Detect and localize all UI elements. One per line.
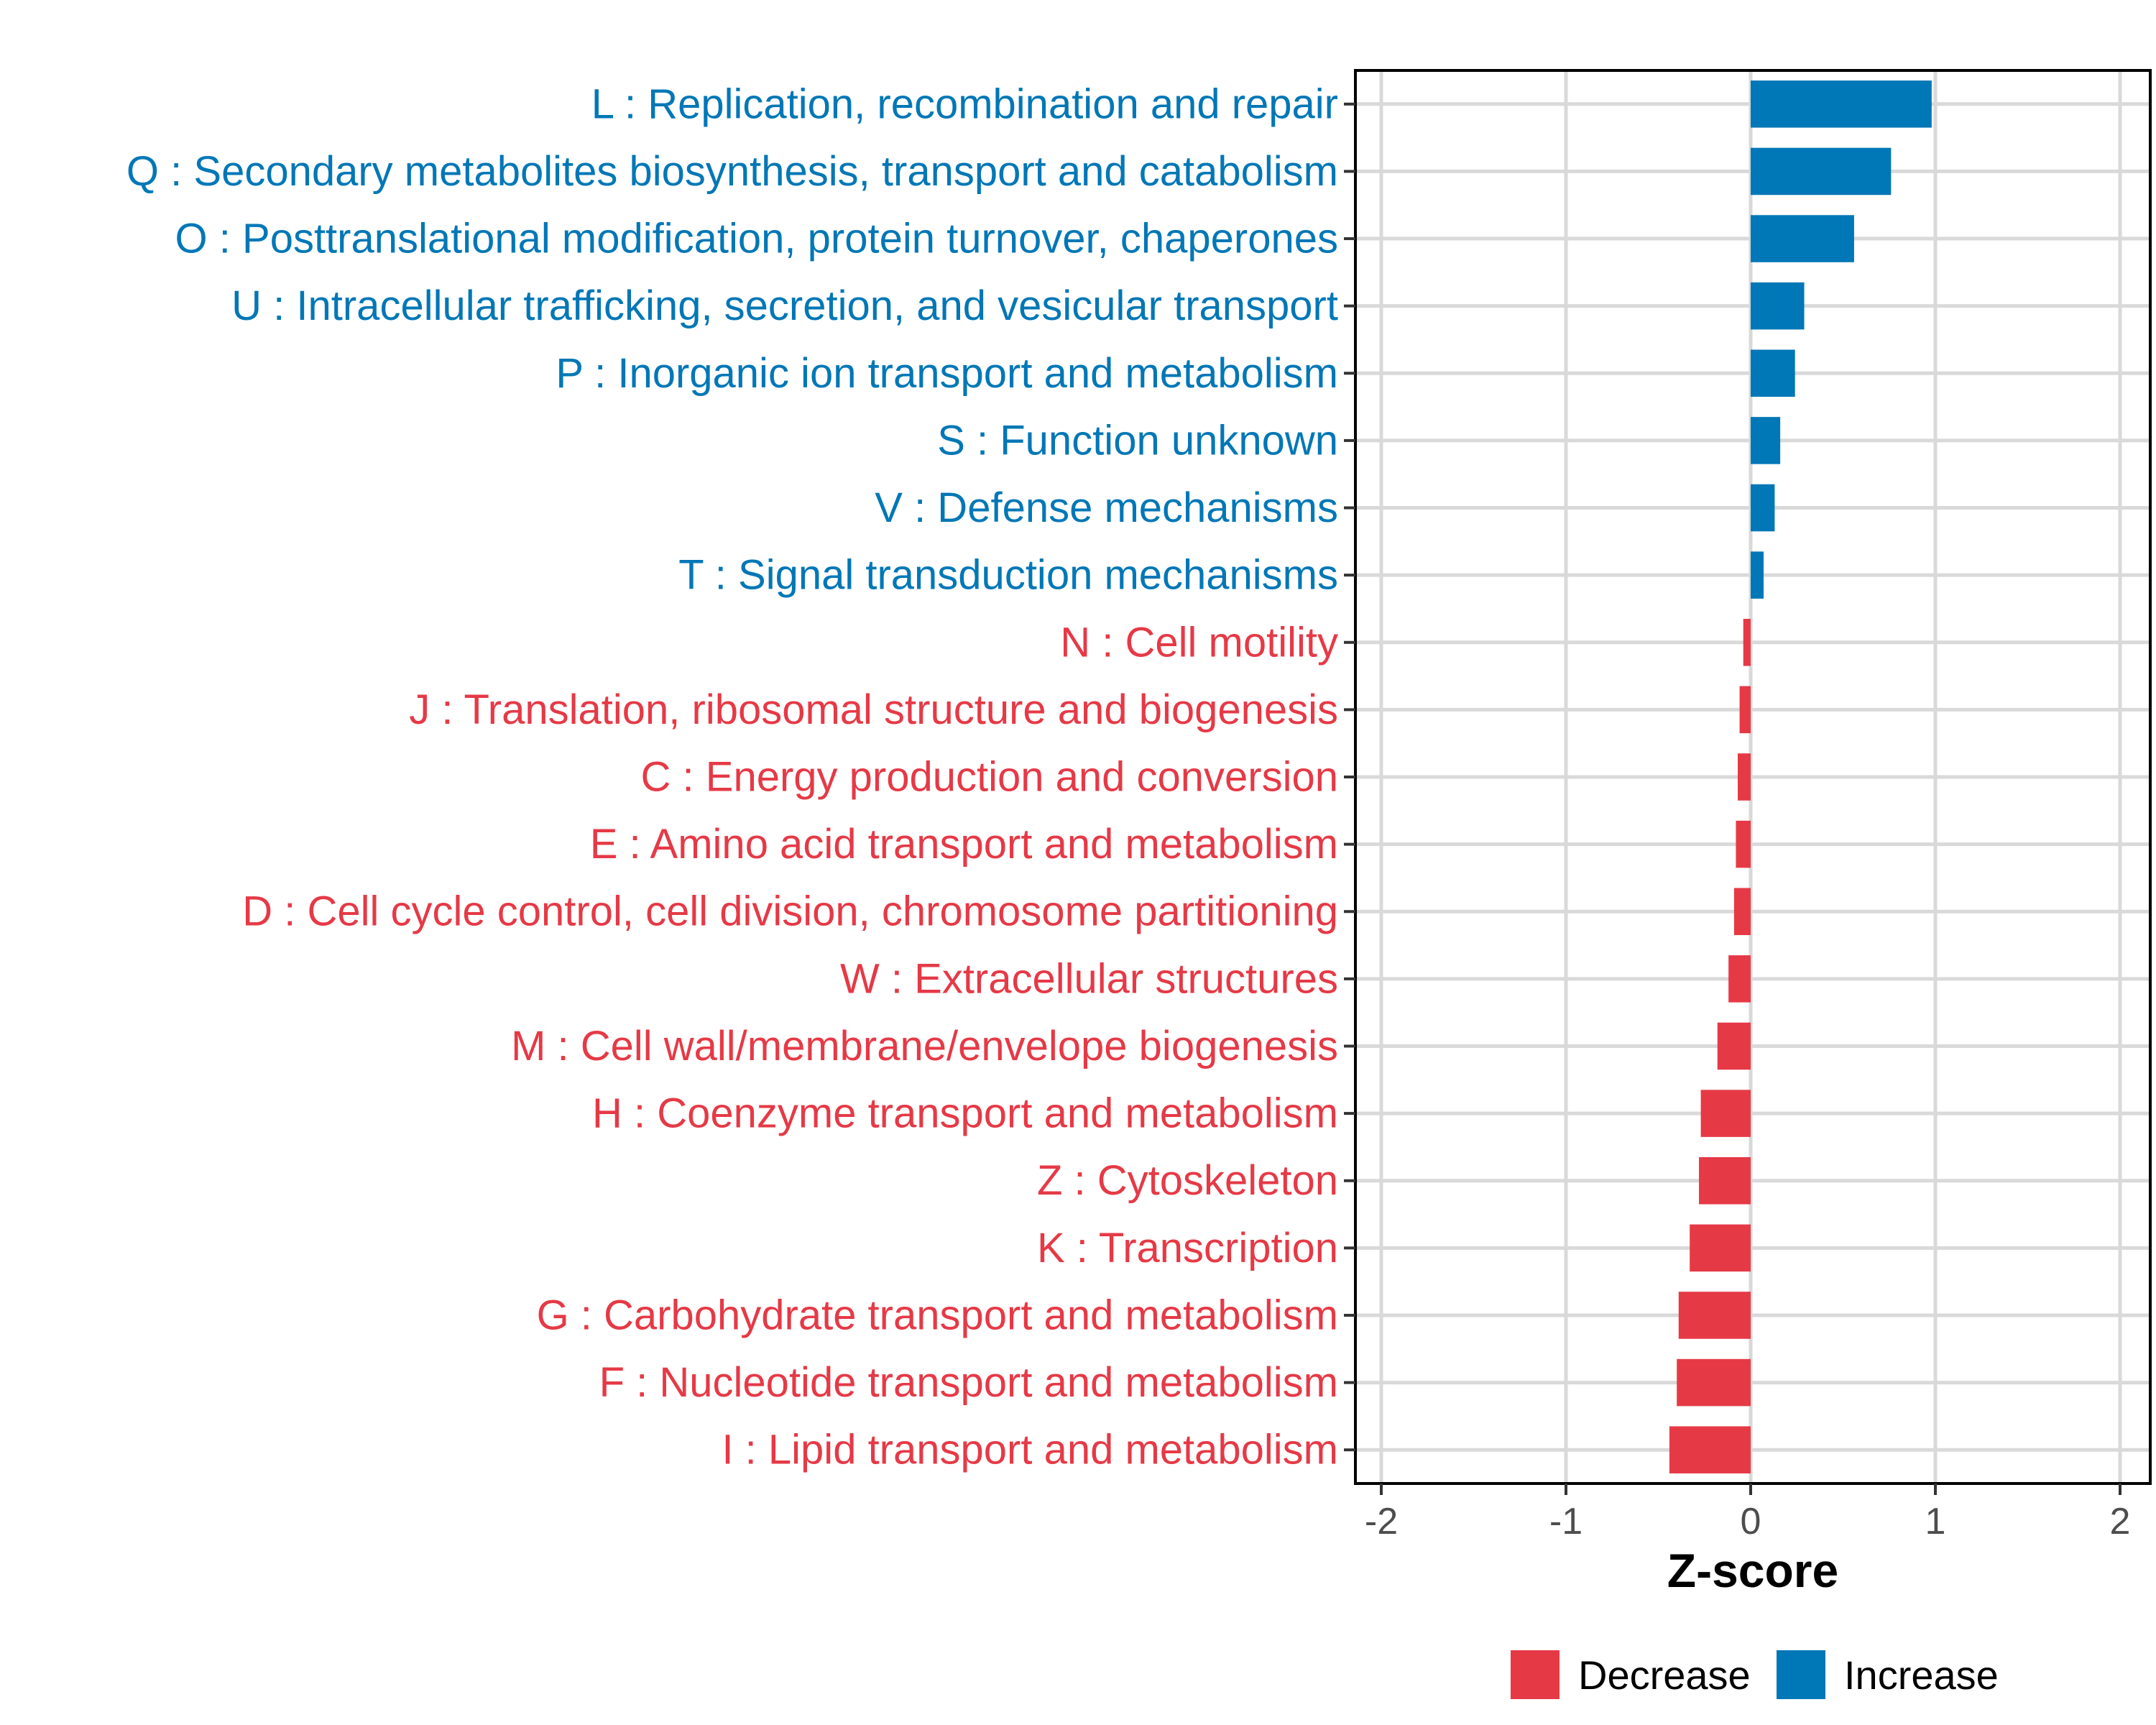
category-label: Z : Cytoskeleton — [1037, 1157, 1338, 1204]
category-label: D : Cell cycle control, cell division, c… — [242, 888, 1338, 935]
bar-decrease — [1677, 1358, 1751, 1407]
category-label: T : Signal transduction mechanisms — [678, 552, 1338, 599]
bar-increase — [1751, 215, 1854, 262]
bar-decrease — [1743, 618, 1751, 666]
category-label: U : Intracellular trafficking, secretion… — [231, 282, 1338, 329]
bar-decrease — [1738, 753, 1751, 801]
bar-decrease — [1690, 1224, 1751, 1272]
legend: Decrease Increase — [1511, 1650, 1999, 1699]
category-label: C : Energy production and conversion — [641, 754, 1338, 801]
legend-swatch-decrease — [1511, 1650, 1560, 1699]
bar-decrease — [1669, 1426, 1751, 1473]
bar-decrease — [1699, 1156, 1751, 1205]
y-axis: L : Replication, recombination and repai… — [126, 80, 1355, 1473]
x-tick-label: 1 — [1925, 1501, 1946, 1542]
category-label: J : Translation, ribosomal structure and… — [409, 686, 1338, 733]
legend-label-increase: Increase — [1844, 1652, 1999, 1698]
category-label: I : Lipid transport and metabolism — [722, 1427, 1338, 1473]
category-label: N : Cell motility — [1060, 619, 1338, 666]
bar-increase — [1751, 417, 1781, 464]
category-label: O : Posttranslational modification, prot… — [175, 216, 1338, 262]
bar-increase — [1751, 484, 1775, 532]
bar-increase — [1751, 147, 1892, 196]
category-label: W : Extracellular structures — [840, 955, 1338, 1002]
category-label: M : Cell wall/membrane/envelope biogenes… — [511, 1023, 1338, 1070]
category-label: E : Amino acid transport and metabolism — [590, 821, 1338, 868]
category-label: H : Coenzyme transport and metabolism — [592, 1090, 1338, 1137]
x-axis-title: Z-score — [1667, 1544, 1838, 1597]
x-tick-label: -1 — [1549, 1501, 1583, 1542]
bar-increase — [1751, 349, 1795, 397]
x-tick-label: 0 — [1741, 1501, 1761, 1542]
bar-decrease — [1736, 820, 1751, 868]
category-label: L : Replication, recombination and repai… — [591, 80, 1338, 127]
legend-swatch-increase — [1777, 1650, 1825, 1699]
bar-decrease — [1739, 686, 1751, 734]
category-label: K : Transcription — [1037, 1225, 1338, 1271]
bar-decrease — [1678, 1292, 1751, 1339]
bar-decrease — [1733, 888, 1751, 936]
legend-label-decrease: Decrease — [1578, 1652, 1751, 1698]
bar-increase — [1751, 551, 1764, 599]
category-label: V : Defense mechanisms — [875, 484, 1338, 531]
category-label: P : Inorganic ion transport and metaboli… — [556, 350, 1338, 397]
bar-decrease — [1728, 955, 1751, 1003]
category-label: G : Carbohydrate transport and metabolis… — [537, 1292, 1338, 1338]
x-axis: -2 -1 0 1 2 — [1365, 1484, 2131, 1542]
bars — [1669, 80, 1932, 1473]
x-tick-label: -2 — [1365, 1501, 1398, 1542]
bar-decrease — [1700, 1090, 1751, 1137]
category-label: F : Nucleotide transport and metabolism — [599, 1359, 1338, 1406]
x-tick-label: 2 — [2110, 1501, 2131, 1542]
bar-decrease — [1717, 1022, 1751, 1070]
category-label: S : Function unknown — [937, 417, 1338, 464]
bar-increase — [1751, 80, 1932, 128]
bar-increase — [1751, 282, 1805, 330]
category-label: Q : Secondary metabolites biosynthesis, … — [126, 148, 1338, 195]
